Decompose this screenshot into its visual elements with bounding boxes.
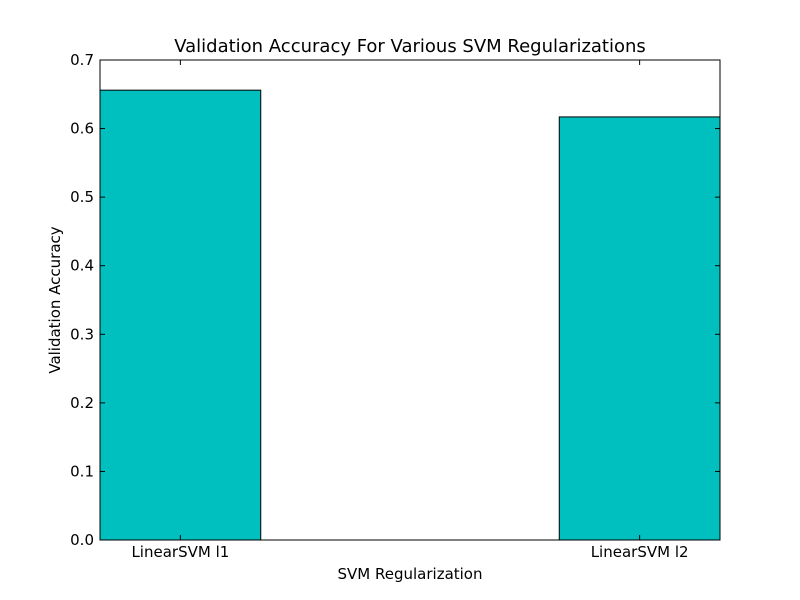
y-tick-label: 0.3 [70, 325, 94, 343]
ticks-layer: LinearSVM l1 LinearSVM l2 0.0 0.1 0.2 0.3 0.4 0… [70, 51, 720, 561]
chart-title: Validation Accuracy For Various SVM Regu… [174, 36, 646, 57]
y-tick-label: 0.7 [70, 51, 94, 69]
x-axis-label: SVM Regularization [338, 565, 483, 583]
x-tick-label: LinearSVM l2 [591, 543, 689, 561]
bars-layer [99, 89, 721, 541]
y-tick-label: 0.1 [70, 462, 94, 480]
y-axis-label: Validation Accuracy [46, 226, 64, 373]
y-tick-label: 0.6 [70, 120, 94, 138]
bar [558, 116, 721, 541]
plot-frame [99, 59, 721, 541]
y-tick-label: 0.4 [70, 257, 94, 275]
y-tick-label: 0.0 [70, 531, 94, 549]
x-tick-label: LinearSVM l1 [131, 543, 229, 561]
bar [99, 89, 262, 541]
y-tick-label: 0.2 [70, 394, 94, 412]
y-tick-label: 0.5 [70, 188, 94, 206]
